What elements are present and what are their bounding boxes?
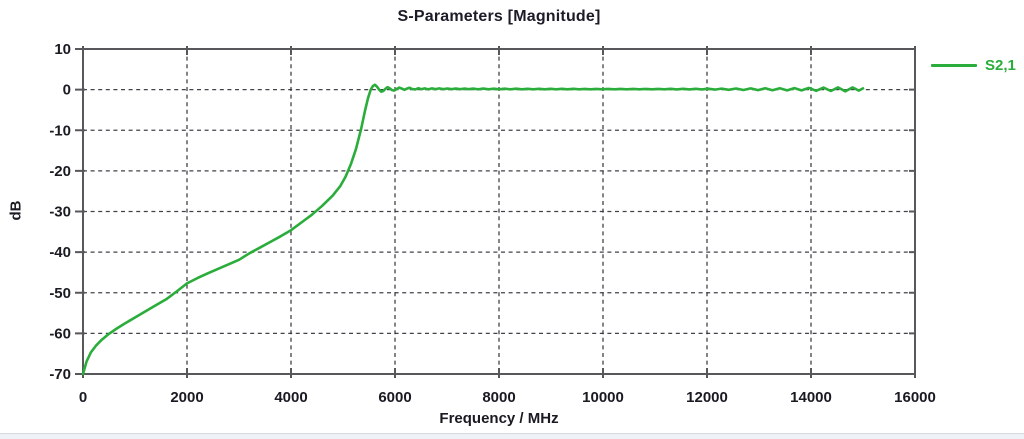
x-tick-label: 4000 bbox=[274, 389, 307, 406]
x-tick-label: 12000 bbox=[686, 389, 728, 406]
bottom-edge-strip bbox=[0, 433, 1024, 439]
x-tick-label: 6000 bbox=[378, 389, 411, 406]
legend-entry-label: S2,1 bbox=[985, 56, 1016, 74]
y-tick-label: -10 bbox=[49, 122, 71, 139]
y-tick-label: 10 bbox=[54, 41, 71, 58]
y-tick-label: 0 bbox=[63, 82, 71, 99]
x-tick-label: 0 bbox=[79, 389, 87, 406]
x-tick-label: 2000 bbox=[170, 389, 203, 406]
x-axis-label: Frequency / MHz bbox=[439, 410, 559, 427]
y-tick-label: -60 bbox=[49, 325, 71, 342]
x-tick-label: 14000 bbox=[790, 389, 832, 406]
x-tick-label: 10000 bbox=[582, 389, 624, 406]
y-tick-label: -30 bbox=[49, 204, 71, 221]
legend: S2,1 bbox=[931, 54, 1016, 76]
y-tick-label: -40 bbox=[49, 244, 71, 261]
y-tick-label: -20 bbox=[49, 163, 71, 180]
series-curve-S2,1 bbox=[81, 83, 865, 376]
y-axis-label: dB bbox=[7, 200, 25, 221]
legend-line-swatch bbox=[931, 63, 977, 67]
x-tick-label: 16000 bbox=[894, 389, 936, 406]
x-tick-label: 8000 bbox=[482, 389, 515, 406]
y-tick-label: -50 bbox=[49, 285, 71, 302]
y-tick-label: -70 bbox=[49, 366, 71, 383]
chart-title: S-Parameters [Magnitude] bbox=[397, 8, 601, 25]
